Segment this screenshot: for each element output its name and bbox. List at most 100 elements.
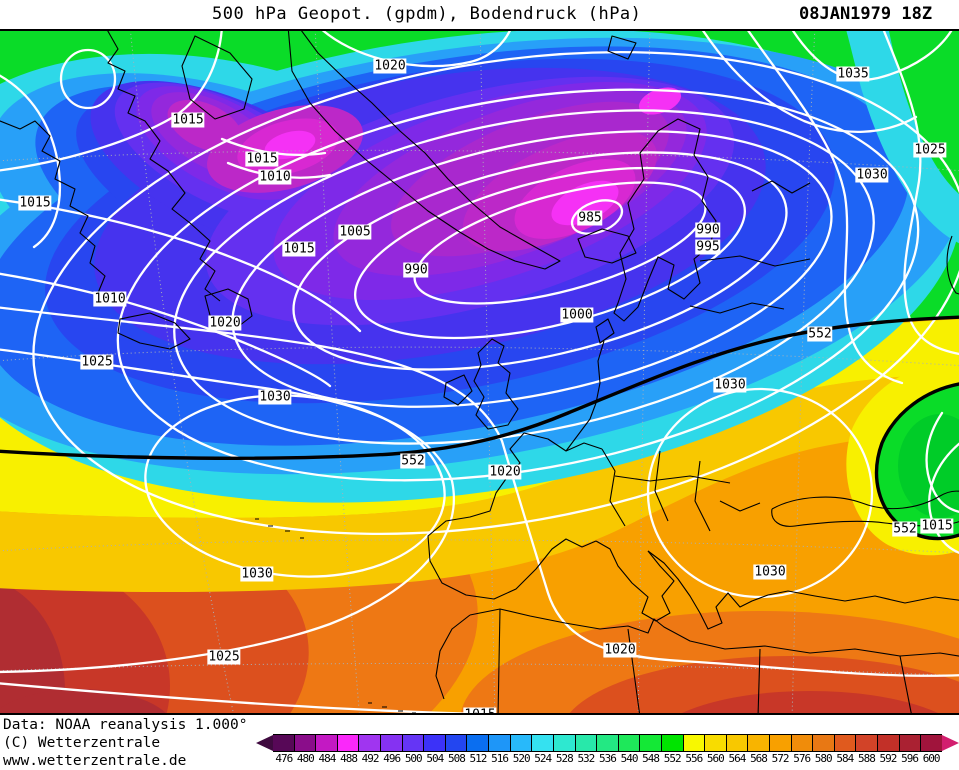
contour-label: 1020 [603,642,637,658]
contour-label: 1030 [258,389,292,405]
contour-label: 1015 [463,707,497,713]
contour-label: 995 [695,239,721,255]
page-title: 500 hPa Geopot. (gpdm), Bodendruck (hPa) [212,4,642,24]
colorbar-tick-label: 488 [340,752,358,765]
graticule-layer [0,31,959,713]
colorbar-tick-label: 576 [793,752,811,765]
credit-copyright: (C) Wetterzentrale [3,735,161,751]
colorbar-tick-label: 552 [663,752,682,765]
contour-label: 1015 [245,151,279,167]
title-bar: 500 hPa Geopot. (gpdm), Bodendruck (hPa)… [0,0,959,29]
colorbar-segment [358,735,381,751]
contour-label: 1020 [373,58,407,74]
colorbar-segment [812,735,834,751]
colorbar-tick-label: 524 [534,752,552,765]
colorbar-tick-label: 532 [577,752,595,765]
contour-label: 1010 [93,291,127,307]
credit-website: www.wetterzentrale.de [3,753,187,769]
footer: Data: NOAA reanalysis 1.000° (C) Wetterz… [0,715,959,770]
colorbar-segment [336,735,359,751]
colorbar-tick-label: 512 [469,752,488,765]
contour-label: 1015 [18,195,52,211]
contour-label: 990 [403,262,429,278]
colorbar-tick-label: 484 [318,752,337,765]
colorbar-segment [920,735,942,751]
contour-label: 552 [892,521,918,537]
colorbar-tick-label: 500 [404,752,423,765]
colorbar-segment [315,735,337,751]
colorbar-tick-label: 568 [750,752,768,765]
colorbar-tick-label: 536 [599,752,617,765]
colorbar-tick-label: 572 [771,752,790,765]
contour-label: 1035 [836,66,870,82]
colorbar-segment [660,735,683,751]
colorbar-segment [704,735,726,751]
contour-label: 990 [695,222,721,238]
contour-label: 985 [577,210,603,226]
colorbar-segment [747,735,770,751]
contour-label: 1025 [80,354,114,370]
geopotential-field-layer [0,31,959,713]
colorbar-tick-label: 548 [642,752,660,765]
colorbar-tick-label: 584 [836,752,854,765]
colorbar-segment [444,735,467,751]
colorbar-tick-label: 600 [922,752,941,765]
colorbar-left-arrow [256,735,273,751]
colorbar-segment [639,735,661,751]
contour-label: 1025 [207,649,241,665]
colorbar-labels: 476 480 484 488 492 496 500 504 508 512 516 520 524 5… [273,752,942,765]
colorbar-segment [617,735,640,751]
colorbar-segment [380,735,402,751]
credit-data-source: Data: NOAA reanalysis 1.000° [3,717,248,733]
contour-label: 1000 [560,307,594,323]
contour-label: 552 [807,326,833,342]
coastlines-layer [0,31,959,713]
colorbar-segment [488,735,510,751]
contour-label: 1020 [208,315,242,331]
weather-map: 1020 1015 1015 1010 1015 1005 1015 990 1010 1020 1… [0,29,959,715]
colorbar-tick-label: 508 [447,752,466,765]
colorbar-segment [725,735,748,751]
isobars-layer [0,31,959,713]
colorbar-tick-label: 480 [296,752,315,765]
contour-label: 1025 [913,142,947,158]
colorbar-segments [273,734,942,752]
colorbar-tick-label: 580 [814,752,833,765]
contour-label: 1030 [753,564,787,580]
colorbar-segment [574,735,597,751]
colorbar-tick-label: 556 [685,752,703,765]
colorbar-tick-label: 520 [512,752,531,765]
colorbar-row [256,734,959,752]
colorbar-segment [855,735,878,751]
colorbar-tick-label: 528 [555,752,574,765]
contour-label: 1030 [855,167,889,183]
colorbar-segment [423,735,445,751]
contour-label: 552 [400,453,426,469]
colorbar-tick-label: 476 [275,752,293,765]
colorbar-segment [401,735,424,751]
contour-label: 1010 [258,169,292,185]
colorbar-segment [466,735,489,751]
colorbar-tick-label: 592 [879,752,898,765]
colorbar-tick-label: 540 [620,752,639,765]
credits: Data: NOAA reanalysis 1.000° (C) Wetterz… [3,716,247,770]
colorbar-segment [293,735,316,751]
contour-label: 1015 [282,241,316,257]
colorbar-segment [833,735,856,751]
colorbar-segment [552,735,575,751]
colorbar-tick-label: 516 [491,752,509,765]
colorbar-tick-label: 564 [728,752,746,765]
colorbar-segment [790,735,813,751]
contour-label: 1015 [920,518,954,534]
contour-label: 1030 [713,377,747,393]
colorbar-tick-label: 492 [361,752,380,765]
colorbar-segment [531,735,553,751]
colorbar-right-arrow [942,735,959,751]
colorbar-segment [509,735,532,751]
map-graphic [0,31,959,713]
map-datetime: 08JAN1979 18Z [799,4,933,24]
colorbar-tick-label: 560 [706,752,725,765]
colorbar-segment [877,735,899,751]
colorbar-tick-label: 596 [901,752,919,765]
